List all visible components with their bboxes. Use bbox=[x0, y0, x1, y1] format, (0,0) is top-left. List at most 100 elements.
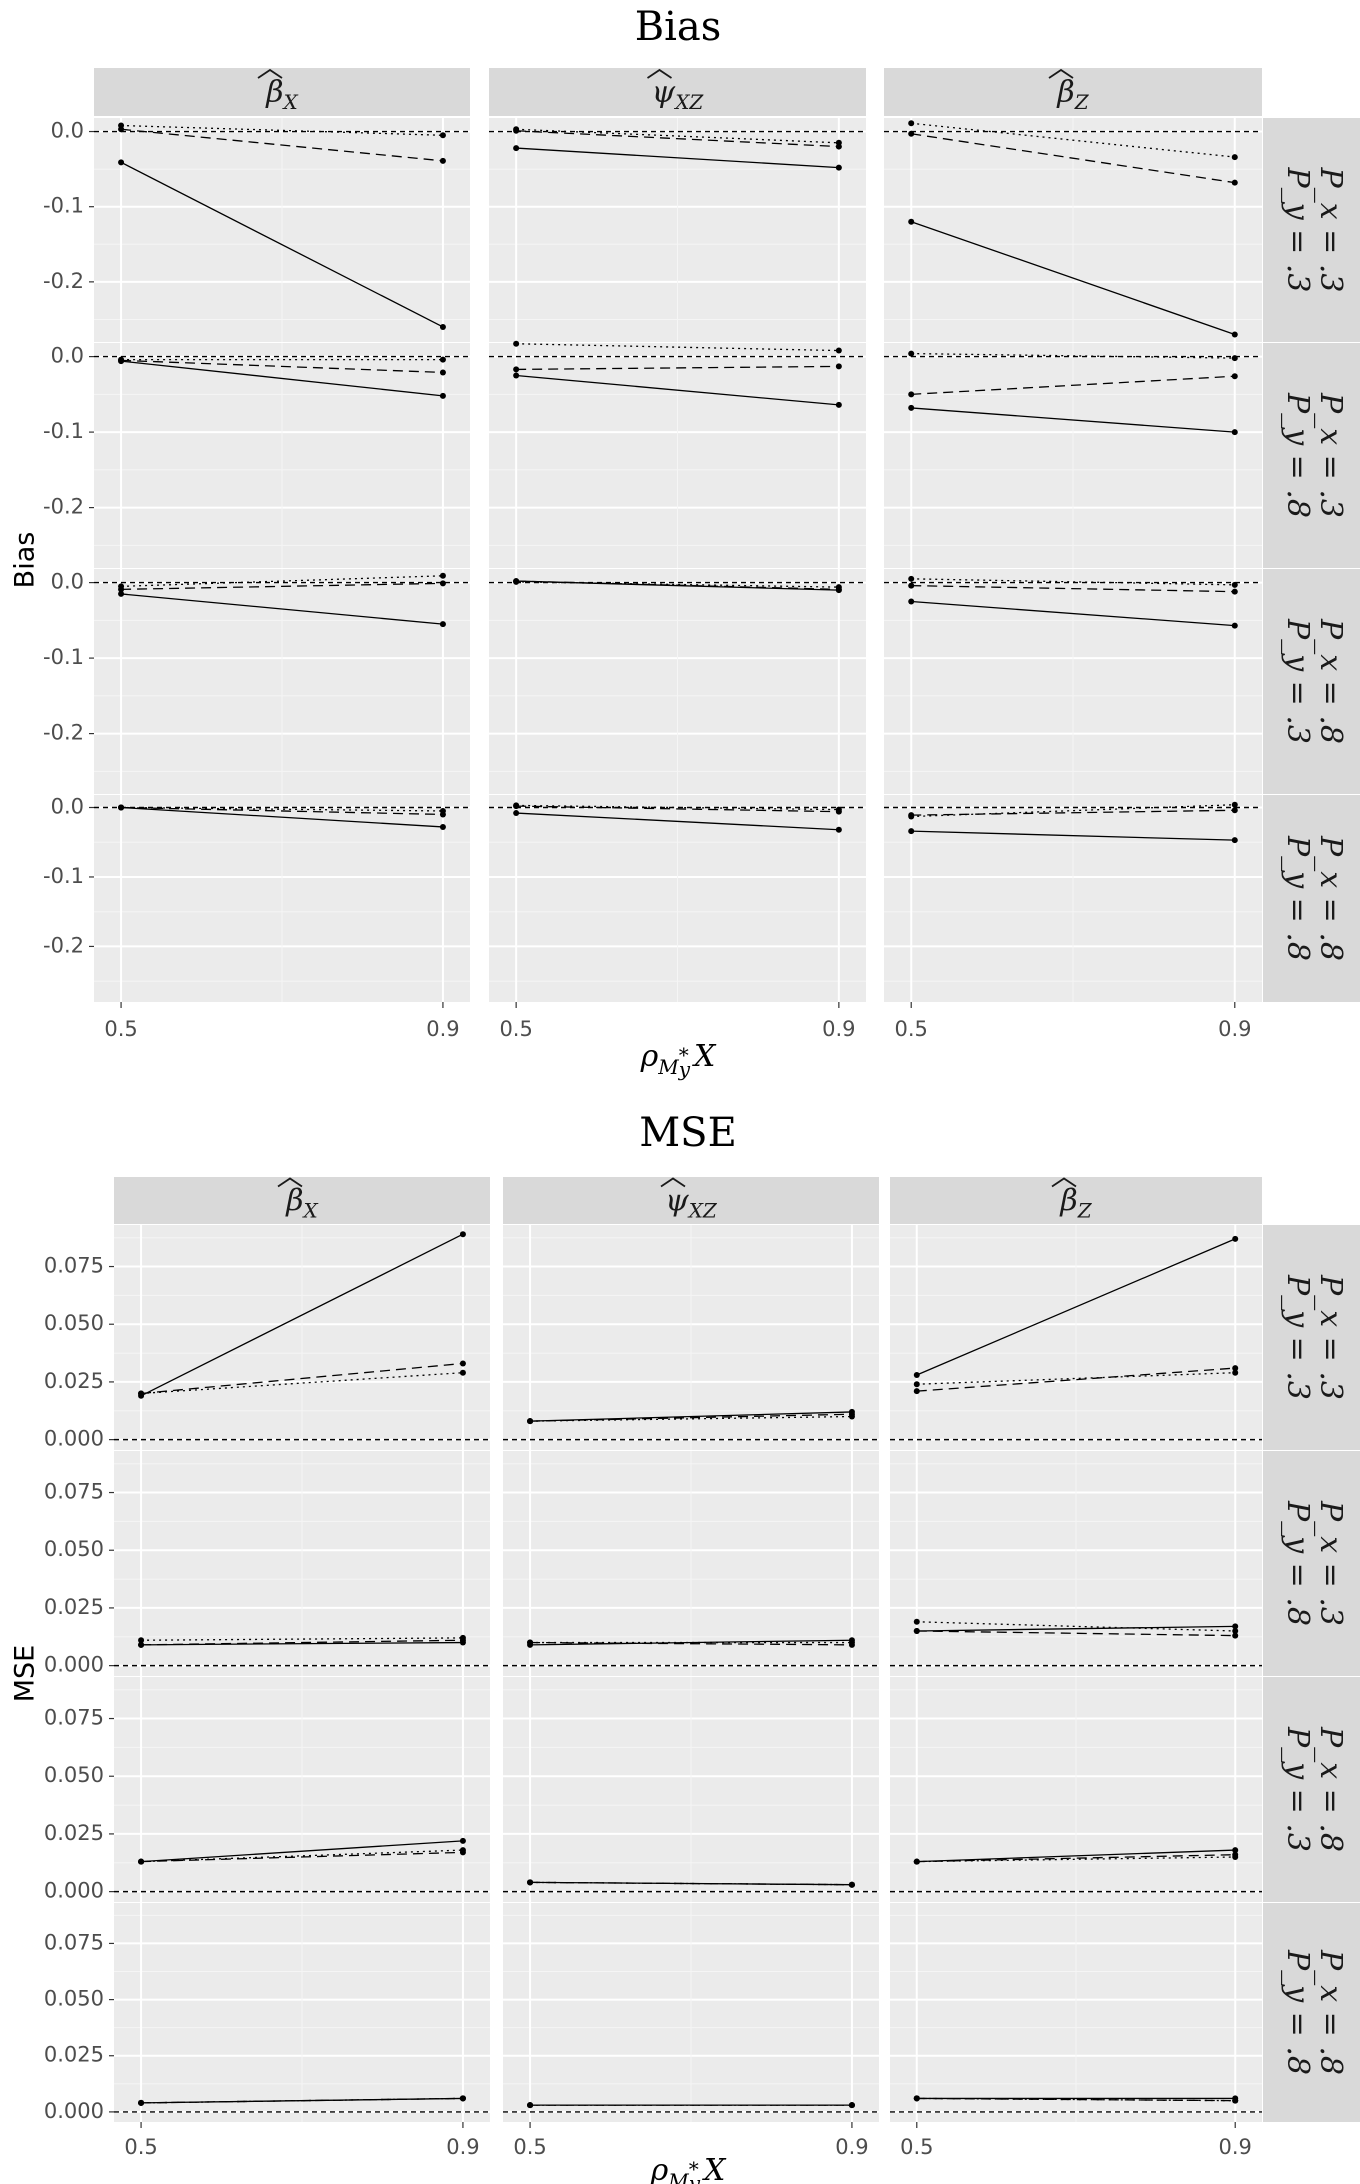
row-strip-label-py: P_y = .3 bbox=[1280, 1726, 1315, 1852]
data-point-solid bbox=[513, 372, 520, 379]
y-tick-label: -0.2 bbox=[43, 721, 84, 745]
row-strip-label-px: P_x = .3 bbox=[1313, 167, 1348, 293]
data-point-dashed bbox=[459, 1360, 466, 1367]
data-point-dotted bbox=[439, 356, 446, 363]
panel bbox=[94, 343, 470, 568]
data-point-dashed bbox=[513, 366, 520, 373]
y-tick-label: 0.025 bbox=[44, 1369, 104, 1393]
panel bbox=[890, 1903, 1262, 2122]
series-line-dashed bbox=[516, 580, 839, 591]
y-tick-label: 0.025 bbox=[44, 1821, 104, 1845]
data-point-dotted bbox=[835, 584, 842, 591]
data-point-dotted bbox=[513, 578, 520, 585]
series-line-dashed bbox=[916, 1630, 1236, 1637]
data-point-dotted bbox=[1231, 154, 1238, 161]
row-strip-label-py: P_y = .3 bbox=[1280, 1274, 1315, 1400]
panel bbox=[503, 1225, 879, 1450]
x-tick-label: 0.9 bbox=[1219, 2135, 1252, 2159]
data-point-dotted bbox=[138, 2099, 145, 2106]
y-axis-label: MSE bbox=[10, 1645, 41, 1703]
data-point-dotted bbox=[527, 2102, 534, 2109]
y-tick-label: -0.1 bbox=[43, 645, 84, 669]
x-tick-label: 0.5 bbox=[124, 2135, 157, 2159]
data-point-dotted bbox=[908, 575, 915, 582]
data-point-dotted bbox=[913, 1858, 920, 1865]
data-point-dashed bbox=[908, 582, 915, 589]
series-line-dashed bbox=[141, 1851, 463, 1863]
series-line-solid bbox=[911, 221, 1235, 336]
data-point-dotted bbox=[118, 583, 125, 590]
data-point-dotted bbox=[118, 804, 125, 811]
series-line-solid bbox=[916, 1625, 1236, 1632]
hat-mark bbox=[660, 1177, 686, 1188]
panel bbox=[503, 1451, 879, 1676]
data-point-solid bbox=[908, 404, 915, 411]
data-point-dotted bbox=[527, 1879, 534, 1886]
data-point-solid bbox=[908, 828, 915, 835]
x-axis-label: ρM* y X bbox=[640, 1039, 717, 1081]
y-axis-label: Bias bbox=[10, 532, 41, 589]
y-tick-label: -0.2 bbox=[43, 269, 84, 293]
column-strip-label: βZ bbox=[1059, 1184, 1092, 1223]
series-line-solid bbox=[911, 830, 1235, 841]
data-point-solid bbox=[1231, 429, 1238, 436]
x-tick-label: 0.5 bbox=[104, 1017, 137, 1041]
data-point-dotted bbox=[118, 122, 125, 129]
data-point-solid bbox=[459, 1231, 466, 1238]
column-strip bbox=[94, 68, 470, 116]
x-tick-label: 0.9 bbox=[426, 1017, 459, 1041]
series-line-solid bbox=[916, 1238, 1236, 1376]
chart-title: Bias bbox=[635, 4, 722, 50]
series-line-dashed bbox=[121, 582, 443, 591]
panel bbox=[114, 1903, 490, 2122]
series-line-dashed bbox=[530, 1881, 852, 1886]
series-line-solid bbox=[530, 1639, 852, 1646]
panel bbox=[489, 795, 866, 1002]
column-strip bbox=[884, 68, 1262, 116]
data-point-solid bbox=[1231, 837, 1238, 844]
data-point-dotted bbox=[848, 1881, 855, 1888]
y-tick-label: 0.0 bbox=[51, 795, 84, 819]
column-strip-label: ψXZ bbox=[665, 1184, 718, 1223]
panel bbox=[489, 340, 866, 568]
data-point-dotted bbox=[138, 1858, 145, 1865]
data-point-solid bbox=[439, 823, 446, 830]
data-point-dotted bbox=[848, 1639, 855, 1646]
column-strip-label: ψXZ bbox=[652, 75, 705, 114]
data-point-dashed bbox=[1231, 588, 1238, 595]
data-point-solid bbox=[835, 826, 842, 833]
data-point-dashed bbox=[138, 1641, 145, 1648]
y-tick-label: -0.2 bbox=[43, 933, 84, 957]
data-point-solid bbox=[439, 323, 446, 330]
series-line-solid bbox=[911, 407, 1235, 433]
y-tick-label: -0.2 bbox=[43, 495, 84, 519]
y-tick-label: -0.1 bbox=[43, 194, 84, 218]
data-point-dotted bbox=[848, 1413, 855, 1420]
series-line-dashed bbox=[911, 133, 1235, 184]
series-line-solid bbox=[516, 147, 839, 169]
column-strip bbox=[503, 1177, 879, 1224]
series-line-dashed bbox=[916, 1854, 1236, 1863]
series-line-dashed bbox=[141, 1639, 463, 1646]
row-strip-label-py: P_y = .8 bbox=[1280, 1949, 1315, 2075]
x-tick-label: 0.5 bbox=[900, 2135, 933, 2159]
data-point-dotted bbox=[908, 813, 915, 820]
series-line-dashed bbox=[516, 805, 839, 813]
x-tick-label: 0.9 bbox=[1218, 1017, 1251, 1041]
column-strip-label: βX bbox=[265, 75, 298, 114]
row-strip-label-px: P_x = .3 bbox=[1313, 392, 1348, 518]
row-strip bbox=[1263, 569, 1360, 794]
data-point-dotted bbox=[513, 126, 520, 133]
data-point-dashed bbox=[1231, 807, 1238, 814]
series-line-dashed bbox=[516, 365, 839, 371]
data-point-dotted bbox=[913, 2095, 920, 2102]
panel bbox=[884, 118, 1262, 342]
series-line-dashed bbox=[121, 806, 443, 816]
row-strip-label-py: P_y = .3 bbox=[1280, 167, 1315, 293]
data-point-dotted bbox=[1232, 2097, 1239, 2104]
data-point-solid bbox=[439, 392, 446, 399]
hat-mark bbox=[647, 68, 672, 79]
row-strip bbox=[1263, 1903, 1360, 2122]
